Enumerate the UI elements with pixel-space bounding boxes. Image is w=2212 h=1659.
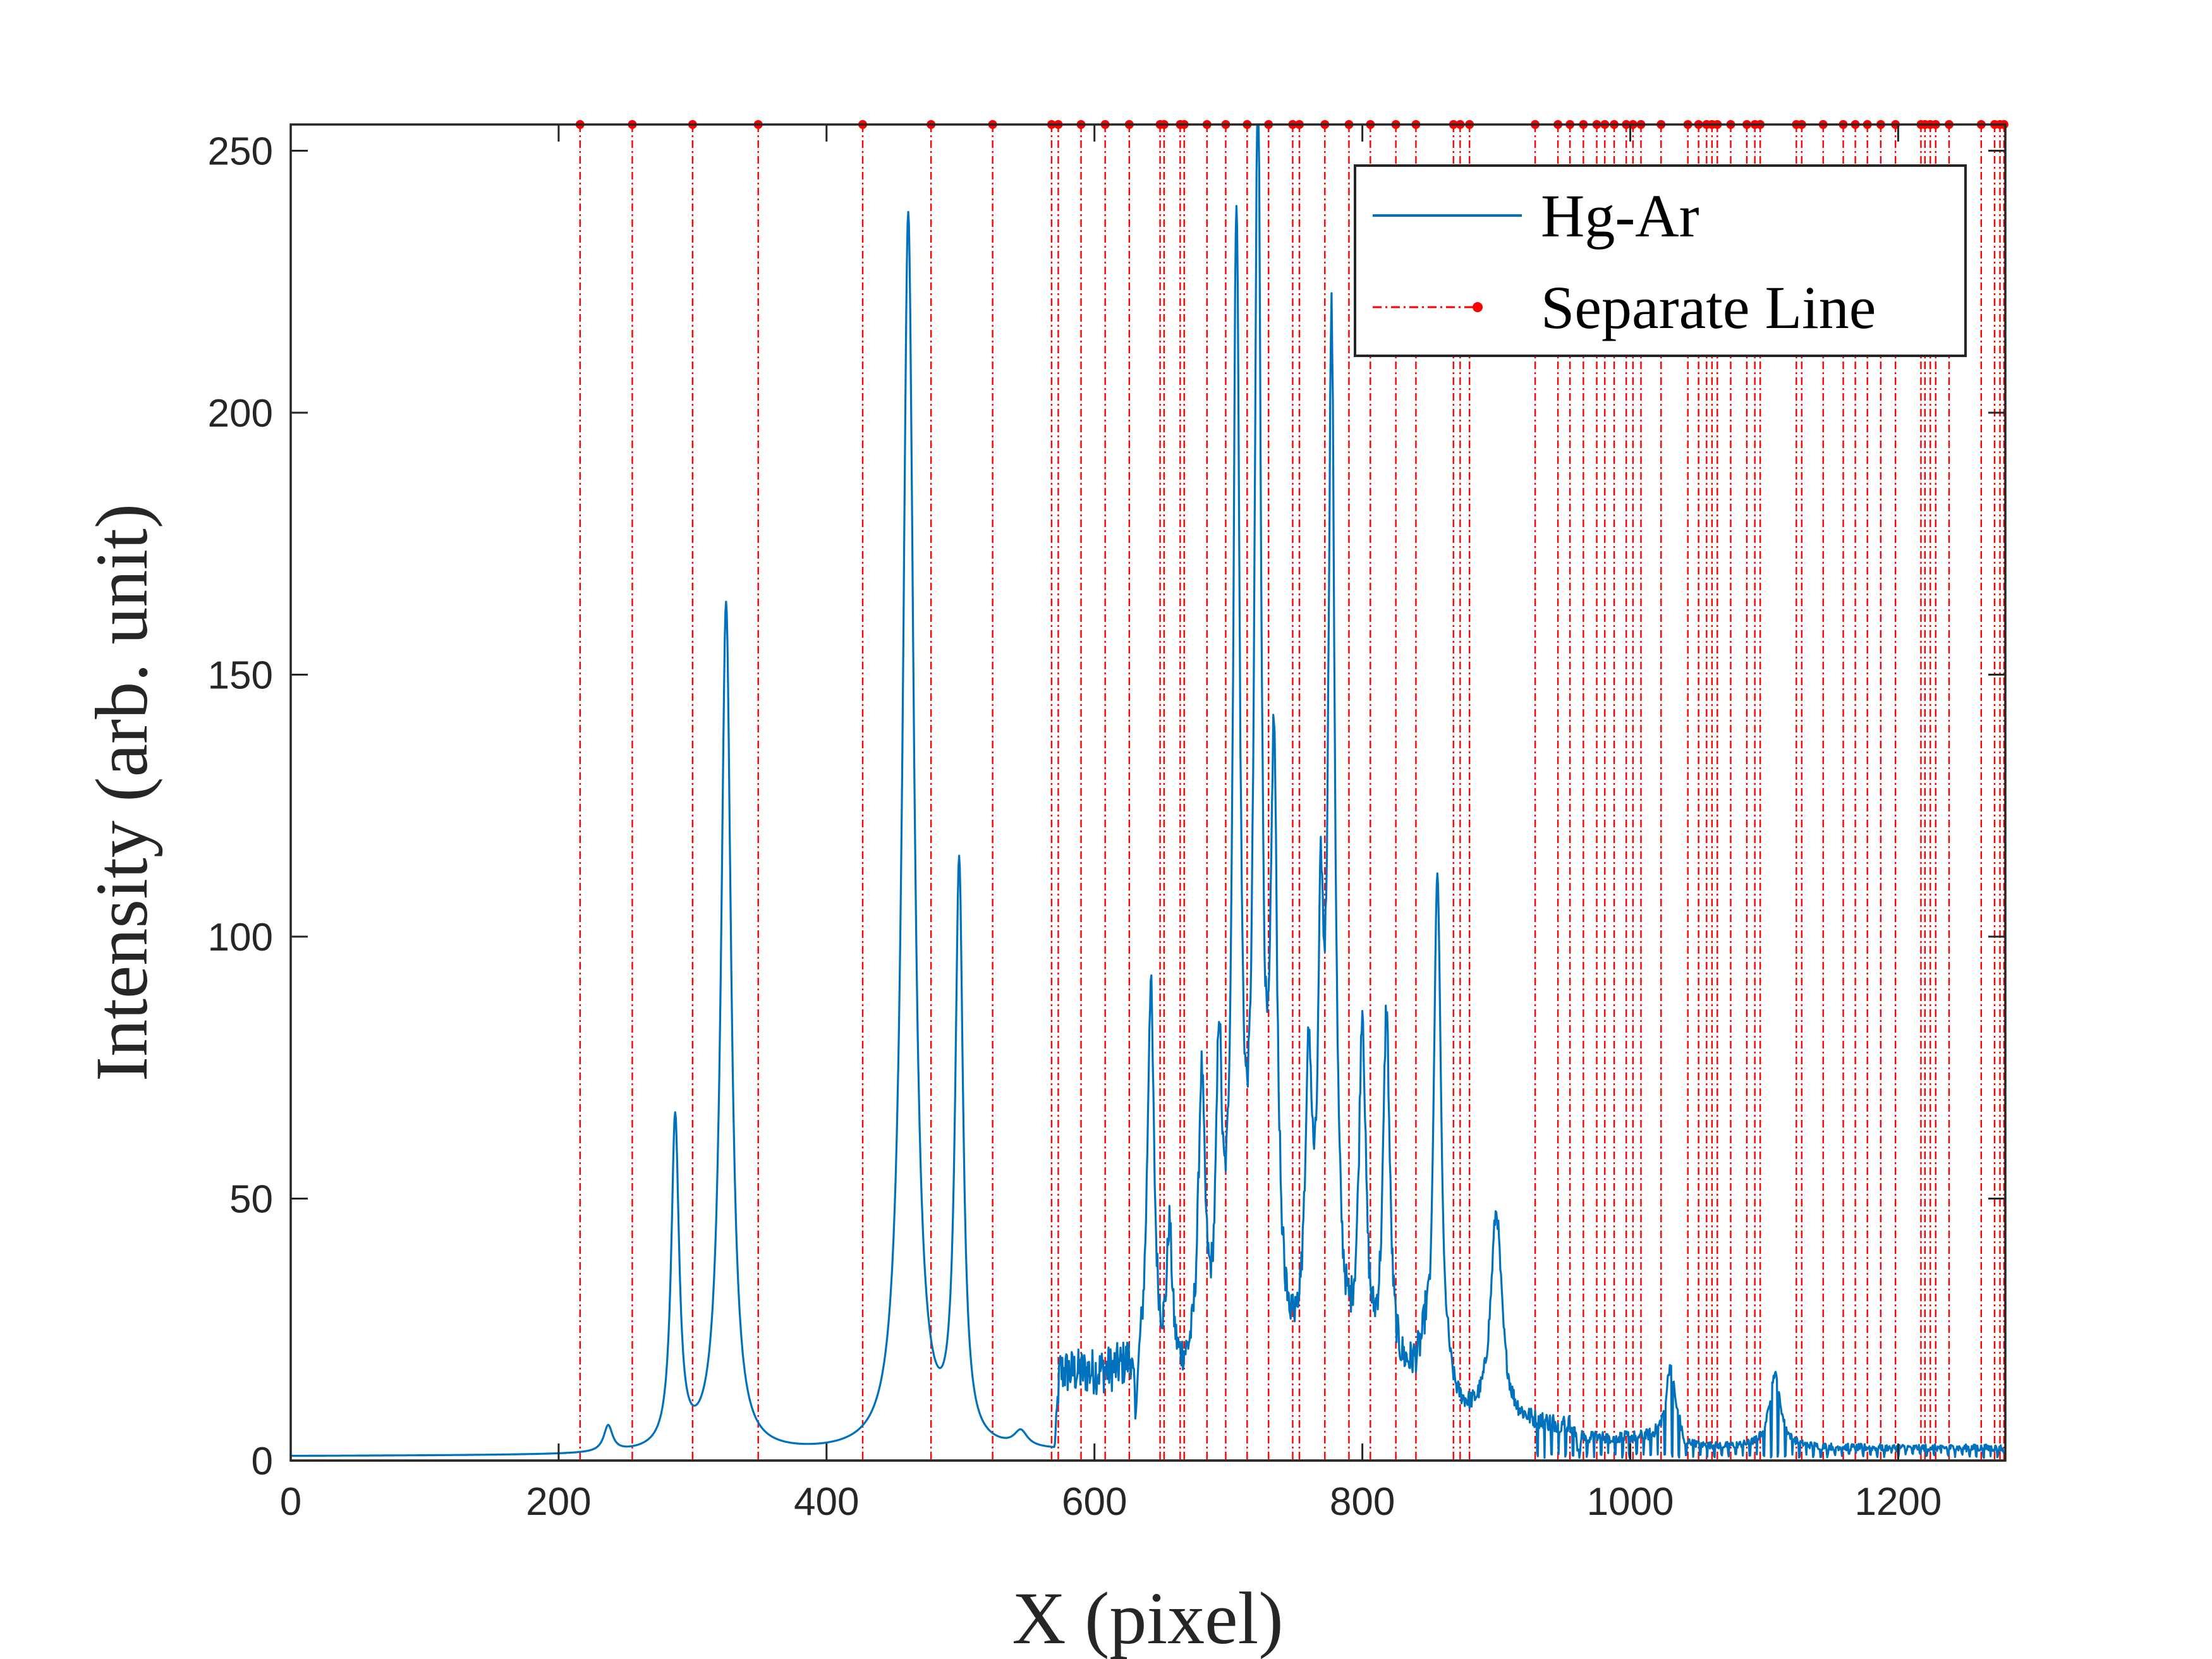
y-tick-label-0: 0 <box>252 1440 273 1483</box>
spectrum-group <box>290 123 2006 1459</box>
y-tick-label-4: 200 <box>208 392 273 435</box>
y-tick-label-5: 250 <box>208 130 273 173</box>
legend-marker-separate-line <box>1473 302 1483 312</box>
y-tick-label-3: 150 <box>208 653 273 697</box>
legend-label-hg-ar: Hg-Ar <box>1541 182 1699 250</box>
legend-label-separate-line: Separate Line <box>1541 274 1876 341</box>
x-tick-label-3: 600 <box>1062 1480 1127 1524</box>
x-tick-label-0: 0 <box>280 1480 301 1524</box>
hg-ar-spectrum-line <box>290 123 2006 1459</box>
x-tick-label-4: 800 <box>1330 1480 1395 1524</box>
x-tick-label-1: 200 <box>526 1480 591 1524</box>
x-tick-label-5: 1000 <box>1587 1480 1674 1524</box>
axes-group <box>289 123 2007 1462</box>
legend: Hg-Ar Separate Line <box>1354 164 1967 357</box>
x-axis-title: X (pixel) <box>1012 1577 1283 1659</box>
y-axis-title: Intensity (arb. unit) <box>80 504 163 1081</box>
x-tick-label-6: 1200 <box>1854 1480 1942 1524</box>
y-tick-label-1: 50 <box>229 1177 273 1221</box>
legend-box <box>1354 164 1967 357</box>
x-tick-label-2: 400 <box>794 1480 859 1524</box>
ticks-group: 0 200 400 600 800 1000 1200 0 50 100 150 200 250 <box>208 125 2005 1524</box>
y-tick-label-2: 100 <box>208 916 273 959</box>
